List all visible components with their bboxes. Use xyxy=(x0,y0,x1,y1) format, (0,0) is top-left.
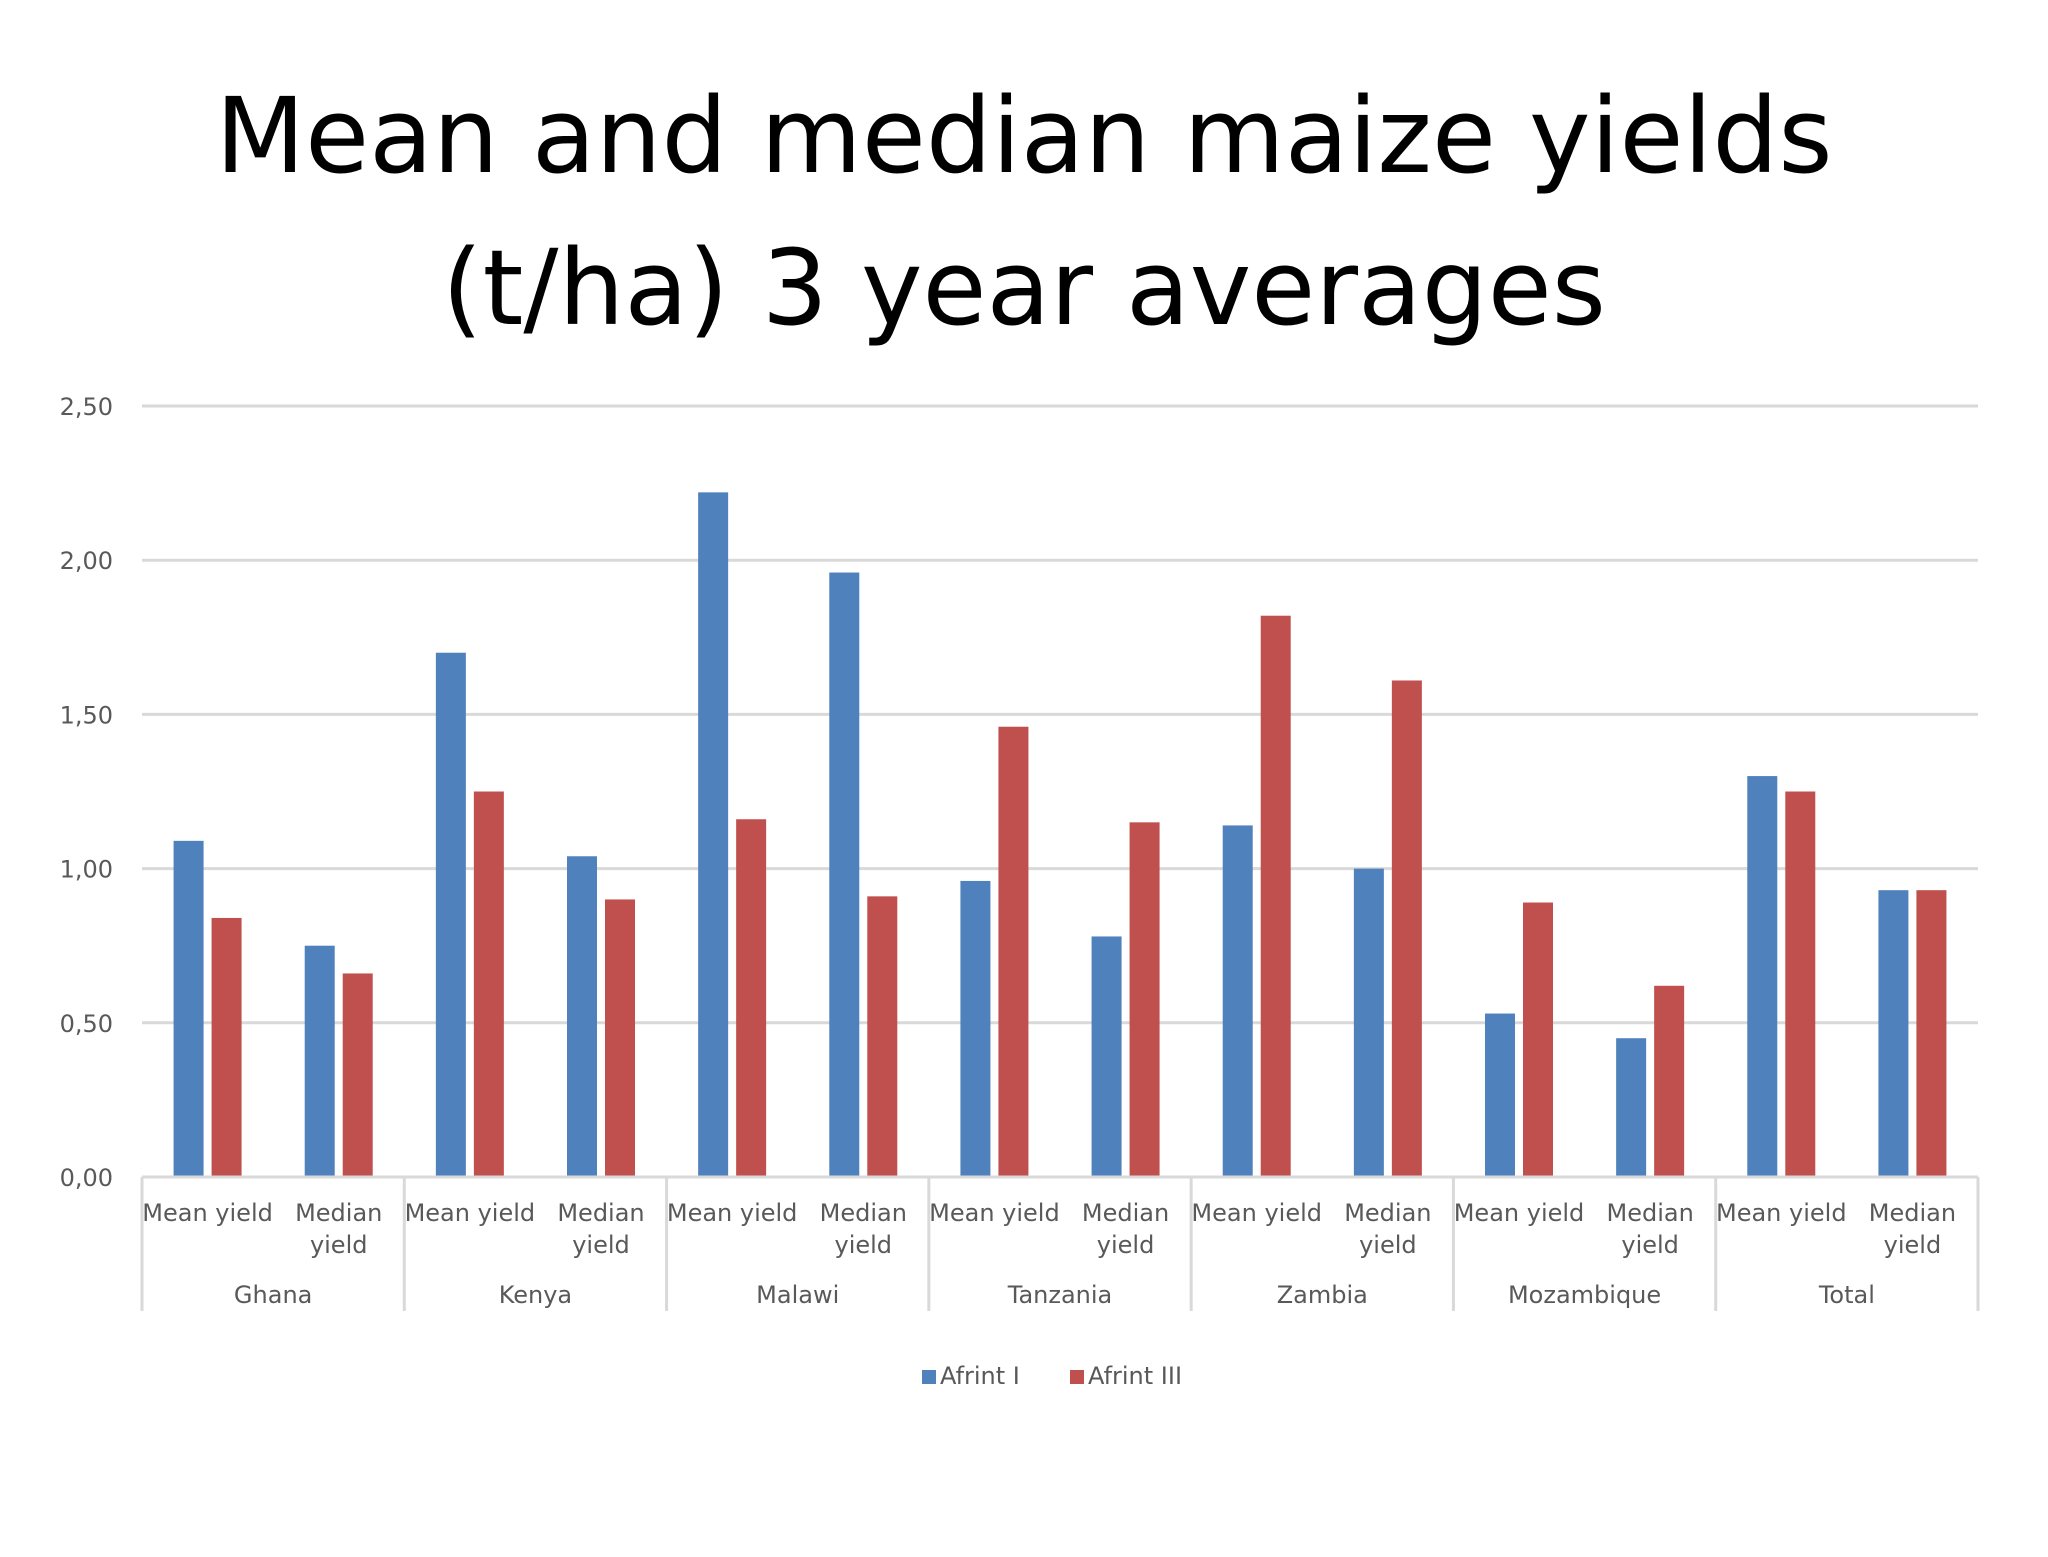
bar-afrint-i xyxy=(829,572,860,1177)
bar-afrint-iii xyxy=(605,899,635,1177)
bar-afrint-iii xyxy=(1260,615,1291,1177)
legend-swatch xyxy=(1070,1370,1084,1384)
bar-afrint-iii xyxy=(473,791,504,1177)
bar-afrint-i xyxy=(1616,1038,1647,1177)
bar-afrint-iii xyxy=(1129,822,1160,1177)
x-category-label: Mean yield xyxy=(1454,1199,1585,1227)
legend-swatch xyxy=(922,1370,936,1384)
bar-afrint-i xyxy=(1485,1013,1515,1177)
bar-afrint-i xyxy=(567,856,597,1177)
y-tick-label: 2,50 xyxy=(60,393,113,421)
y-tick-label: 1,50 xyxy=(60,701,113,729)
bar-afrint-iii xyxy=(1654,985,1685,1177)
bar-afrint-i xyxy=(1878,890,1909,1177)
x-category-label: Median yield xyxy=(1344,1199,1431,1259)
bar-afrint-iii xyxy=(736,819,767,1177)
y-tick-label: 1,00 xyxy=(60,856,113,884)
bar-afrint-i xyxy=(304,945,335,1177)
bar-afrint-iii xyxy=(342,973,373,1177)
slide-title: Mean and median maize yields (t/ha) 3 ye… xyxy=(0,60,2048,364)
bar-afrint-i xyxy=(960,880,991,1177)
bar-afrint-i xyxy=(1222,825,1253,1177)
bar-afrint-i xyxy=(1747,776,1778,1177)
bar-afrint-i xyxy=(1091,936,1122,1177)
x-category-label: Mean yield xyxy=(667,1199,798,1227)
bar-afrint-i xyxy=(435,652,466,1177)
bar-afrint-iii xyxy=(867,896,898,1177)
x-group-label: Ghana xyxy=(234,1281,312,1309)
x-group-label: Mozambique xyxy=(1508,1281,1661,1309)
bar-afrint-i xyxy=(173,840,204,1177)
x-category-label: Median yield xyxy=(820,1199,907,1259)
x-category-label: Mean yield xyxy=(1191,1199,1322,1227)
x-group-label: Kenya xyxy=(499,1281,572,1309)
y-tick-label: 0,50 xyxy=(60,1010,113,1038)
x-group-label: Tanzania xyxy=(1007,1281,1113,1309)
x-category-label: Median yield xyxy=(1869,1199,1956,1259)
y-tick-label: 2,00 xyxy=(60,547,113,575)
x-category-label: Mean yield xyxy=(1716,1199,1847,1227)
x-category-label: Mean yield xyxy=(929,1199,1060,1227)
x-category-label: Median yield xyxy=(1606,1199,1693,1259)
x-group-label: Zambia xyxy=(1277,1281,1368,1309)
bar-afrint-iii xyxy=(211,917,242,1177)
x-group-label: Total xyxy=(1818,1281,1875,1309)
slide-title-line-1: Mean and median maize yields xyxy=(215,75,1833,197)
bar-afrint-i xyxy=(1353,868,1384,1177)
bar-afrint-iii xyxy=(998,726,1029,1177)
x-category-label: Mean yield xyxy=(405,1199,536,1227)
x-category-label: Mean yield xyxy=(142,1199,273,1227)
y-tick-label: 0,00 xyxy=(60,1164,113,1192)
x-category-label: Median yield xyxy=(295,1199,382,1259)
bar-afrint-iii xyxy=(1391,680,1422,1177)
slide-title-line-2: (t/ha) 3 year averages xyxy=(442,227,1606,349)
x-group-label: Malawi xyxy=(756,1281,839,1309)
legend-label: Afrint III xyxy=(1088,1362,1182,1390)
bar-afrint-i xyxy=(698,492,729,1177)
x-category-label: Median yield xyxy=(557,1199,644,1259)
bar-afrint-iii xyxy=(1916,890,1947,1177)
bar-afrint-iii xyxy=(1523,902,1553,1177)
legend-label: Afrint I xyxy=(940,1362,1020,1390)
x-category-label: Median yield xyxy=(1082,1199,1169,1259)
bar-afrint-iii xyxy=(1785,791,1816,1177)
